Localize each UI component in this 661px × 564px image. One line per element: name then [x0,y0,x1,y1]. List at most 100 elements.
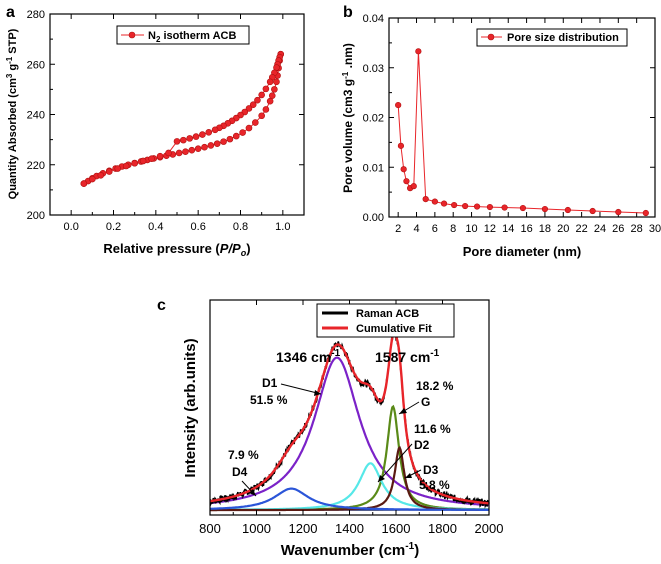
chart-a-ytick-label: 200 [27,210,45,222]
chart-a-legend-box [116,25,250,45]
annot-d2-arrowhead [378,475,385,482]
chart-a-point-desorption [249,101,257,109]
chart-a-point-adsorption [245,124,253,132]
chart-b-xtick-label: 22 [575,223,587,235]
chart-b-xtick-label: 14 [502,223,514,235]
chart-b-point [403,178,410,185]
chart-a-point-adsorption [188,146,196,154]
chart-a-point-adsorption [271,86,278,93]
chart-b-point [473,203,481,210]
annot-d4-percent: 7.9 % [228,448,259,462]
peak-label-1587-sup: -1 [430,348,439,359]
chart-b-ytick-label: 0.00 [363,212,384,224]
chart-a-point-adsorption [268,92,276,99]
chart-a-point-desorption [211,126,219,134]
chart-c-xtick-label: 1200 [289,521,318,536]
chart-c-xtick-label: 2000 [475,521,504,536]
chart-b-xlabel: Pore diameter (nm) [463,244,581,259]
chart-a-line-adsorption [83,54,282,185]
chart-b-point [431,198,438,205]
chart-b-xtick-label: 28 [631,223,643,235]
chart-b-ylabel-sup: -1 [341,71,350,79]
chart-a-point-adsorption [258,112,265,120]
annot-g-percent: 18.2 % [416,379,454,393]
chart-b-point [564,206,571,214]
chart-a-xlabel: Relative pressure (P/Po) [103,241,250,258]
chart-a-xlabel-sub: o [241,248,247,258]
chart-b-ylabel-end: .nm) [341,43,355,72]
chart-a-xtick-label: 0.0 [64,221,79,233]
chart-b-point [501,204,508,211]
peak-label-1346: 1346 cm-1 [276,348,341,365]
annot-g-name: G [421,395,430,409]
chart-a-point-adsorption [262,106,270,113]
chart-a-point-desorption [262,85,270,93]
chart-b-xtick-label: 30 [649,223,661,235]
chart-a-xlabel-italic: P/P [220,241,241,256]
chart-a-ytick-label: 280 [27,9,45,21]
chart-a-point-desorption [245,105,253,112]
chart-c-xlabel-end: ) [414,542,419,559]
panel-label-c: c [157,297,166,314]
chart-b-ytick-label: 0.03 [363,63,384,75]
chart-a-ytick-label: 260 [27,59,45,71]
chart-c-legend-fit: Cumulative Fit [356,323,432,335]
chart-b-xtick-label: 18 [539,223,551,235]
chart-a-xtick-label: 0.2 [106,221,121,233]
chart-b-point [451,201,458,209]
annot-d2-name: D2 [414,438,430,452]
chart-b-point [642,209,649,217]
chart-b-legend-text: Pore size distribution [507,32,619,44]
chart-a-point-desorption [199,131,206,138]
chart-a-legend-text: N2 isotherm ACB [148,30,236,44]
chart-c-xlabel-main: Wavenumber (cm [281,542,405,559]
chart-a-point-desorption [254,96,261,104]
chart-a-series [80,50,285,187]
chart-b-point [410,183,417,190]
chart-b-point [440,200,448,207]
chart-b-ylabel-main: Pore volume (cm3 g [341,79,355,193]
chart-a-legend-pre: N [148,30,156,42]
annot-d1-arrowhead [314,390,321,396]
chart-b: 2 4 6 8 10 12 14 16 18 20 22 24 26 28 300.000.010.020.… [341,13,661,259]
chart-a-xlabel-main: Relative pressure ( [103,241,220,256]
chart-a-point-adsorption [239,129,246,136]
chart-b-xtick-label: 2 [395,223,401,235]
chart-a-point-adsorption [182,148,189,155]
chart-c-ticks: 800 1000 1200 1400 1600 1800 2000 [199,300,503,536]
chart-a-legend: N2 isotherm ACB [116,25,250,45]
chart-c-peak-d1 [209,356,489,507]
chart-a-point-desorption [139,157,147,165]
chart-a-xtick-label: 0.4 [148,221,163,233]
chart-a-point-adsorption [207,142,215,149]
chart-a-point-desorption [192,133,200,140]
chart-b-frame [388,17,656,218]
chart-c-xtick-label: 1400 [335,521,364,536]
chart-c-xlabel-sup: -1 [405,541,414,552]
chart-b-point [615,208,622,216]
annot-d2-arrow [377,443,413,483]
chart-a-point-adsorption [232,132,240,140]
chart-c-xtick-label: 800 [199,521,221,536]
annot-d1-percent: 51.5 % [250,393,288,407]
chart-b-point [589,207,596,215]
chart-a-point-adsorption [273,78,280,86]
chart-c-peak-d4 [210,487,489,511]
chart-a-ylabel: Quantity Absorbed (cm3 g-1 STP) [5,28,19,199]
chart-a-legend-marker [128,31,136,39]
chart-b-point [397,142,405,149]
chart-b-xtick-label: 16 [520,223,532,235]
chart-c-legend-box [316,303,455,338]
panel-label-a: a [6,4,15,21]
chart-a-point-desorption [80,180,88,187]
chart-a-point-adsorption [220,138,227,145]
chart-a-point-desorption [89,175,96,183]
chart-b-xtick-label: 4 [413,223,419,235]
chart-a-point-desorption [97,172,105,179]
chart-a-ytick-label: 240 [27,110,45,122]
chart-a-point-adsorption [226,135,234,143]
chart-c-xtick-label: 1000 [242,521,271,536]
chart-c-ylabel: Intensity (arb.units) [182,338,199,477]
chart-b-point [519,204,527,212]
